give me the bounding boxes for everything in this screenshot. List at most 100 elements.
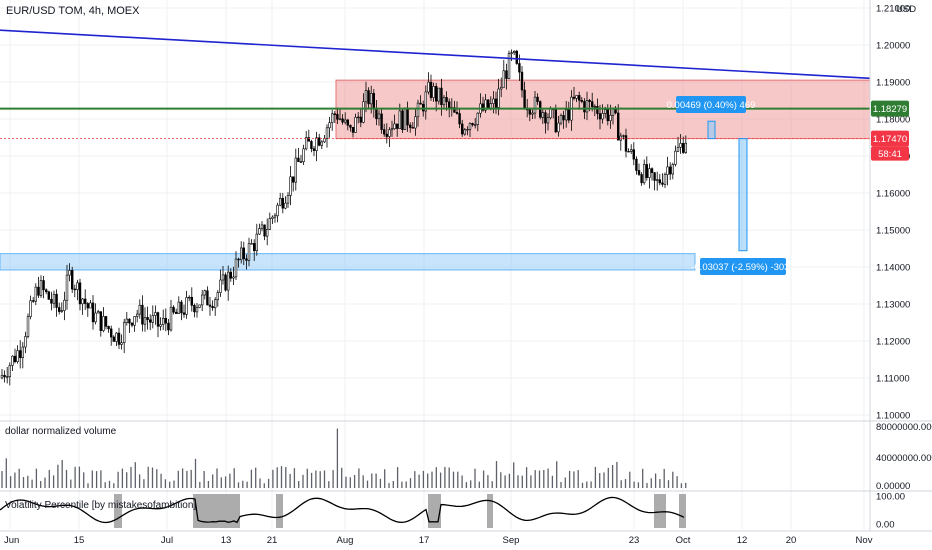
candle-body: [289, 176, 292, 196]
candle-body: [463, 129, 466, 135]
candle-body: [185, 297, 188, 315]
candle-body: [317, 137, 321, 146]
candle-body: [31, 300, 35, 302]
candle-body: [180, 301, 183, 314]
volatility-tick-label: 0.00: [876, 520, 895, 531]
candle-body: [372, 93, 375, 110]
candle-body: [564, 109, 568, 121]
candle-body: [133, 316, 136, 326]
candle-body: [622, 135, 625, 137]
measure-up-range[interactable]: [707, 120, 716, 140]
candle-body: [37, 286, 40, 296]
trendline[interactable]: [0, 29, 871, 80]
time-tick-label: Jun: [4, 535, 19, 546]
measure-down-label-bg: [700, 258, 786, 275]
measure-down-range[interactable]: [738, 138, 748, 252]
candle-body: [455, 112, 459, 114]
candle-body: [263, 224, 266, 237]
candle-body: [16, 350, 19, 362]
candle-body: [518, 63, 521, 73]
time-tick-label: 23: [629, 535, 640, 546]
candle-body: [494, 98, 498, 108]
candle-body: [24, 336, 27, 348]
candle-body: [42, 280, 45, 291]
candle-body: [201, 294, 204, 306]
candle-body: [11, 355, 14, 366]
candle-body: [26, 316, 30, 337]
candle-body: [466, 129, 469, 131]
volatility-band: [428, 494, 441, 528]
candle-body: [681, 143, 685, 153]
candle-body: [128, 318, 131, 324]
candle-body: [653, 172, 656, 181]
candle-body: [211, 306, 214, 309]
candle-body: [325, 127, 329, 139]
time-tick-label: Oct: [676, 535, 691, 546]
time-tick-label: Sep: [503, 535, 520, 546]
candle-body: [453, 107, 456, 113]
candle-body: [138, 304, 141, 315]
candle-body: [346, 119, 349, 126]
candle-body: [645, 164, 649, 178]
candle-body: [291, 176, 295, 183]
candles[interactable]: [0, 49, 688, 386]
candle-body: [294, 157, 297, 183]
candle-body: [107, 326, 110, 330]
resistance-price-label: 1.18279: [873, 104, 907, 115]
time-tick-label: 12: [737, 535, 748, 546]
candle-body: [476, 112, 479, 125]
candle-body: [221, 274, 225, 281]
candle-body: [497, 88, 500, 108]
candle-body: [416, 102, 420, 118]
candle-body: [609, 114, 612, 122]
candle-body: [403, 107, 407, 130]
candle-body: [224, 274, 227, 291]
candle-body: [112, 336, 116, 342]
candle-body: [572, 96, 576, 99]
candle-body: [177, 301, 180, 314]
candle-body: [432, 86, 435, 98]
candle-body: [367, 90, 370, 105]
drawing-lines[interactable]: [0, 29, 871, 252]
candle-body: [642, 164, 646, 184]
candle-body: [227, 271, 230, 291]
candle-body: [356, 116, 360, 119]
volatility-band: [193, 494, 240, 528]
candle-body: [284, 202, 287, 209]
volatility-band: [114, 494, 122, 528]
candle-body: [471, 123, 474, 126]
candle-body: [159, 324, 162, 327]
time-tick-label: Nov: [856, 535, 873, 546]
candle-body: [661, 182, 664, 185]
candle-body: [663, 174, 667, 185]
candle-body: [65, 274, 69, 301]
candle-body: [629, 149, 633, 152]
candle-body: [406, 107, 409, 126]
candle-body: [655, 179, 659, 181]
candle-body: [91, 302, 95, 323]
candle-body: [229, 271, 232, 279]
candle-body: [440, 87, 443, 106]
candle-body: [401, 110, 404, 130]
candle-body: [143, 317, 147, 325]
candle-body: [0, 374, 4, 379]
candle-body: [86, 303, 90, 309]
candle-body: [362, 101, 365, 123]
volatility-band: [654, 494, 666, 528]
candle-body: [624, 135, 628, 152]
candle-body: [18, 350, 22, 358]
candle-body: [684, 142, 688, 153]
candle-body: [136, 313, 139, 317]
candle-body: [198, 304, 201, 308]
candle-body: [76, 282, 79, 290]
price-tick-label: 1.13000: [876, 300, 910, 311]
candle-body: [481, 103, 485, 111]
candle-body: [60, 310, 64, 312]
candle-body: [635, 158, 638, 171]
candle-body: [146, 317, 149, 321]
candle-body: [50, 299, 53, 304]
candle-body: [162, 317, 165, 325]
candle-body: [533, 96, 537, 114]
candle-body: [47, 291, 51, 300]
